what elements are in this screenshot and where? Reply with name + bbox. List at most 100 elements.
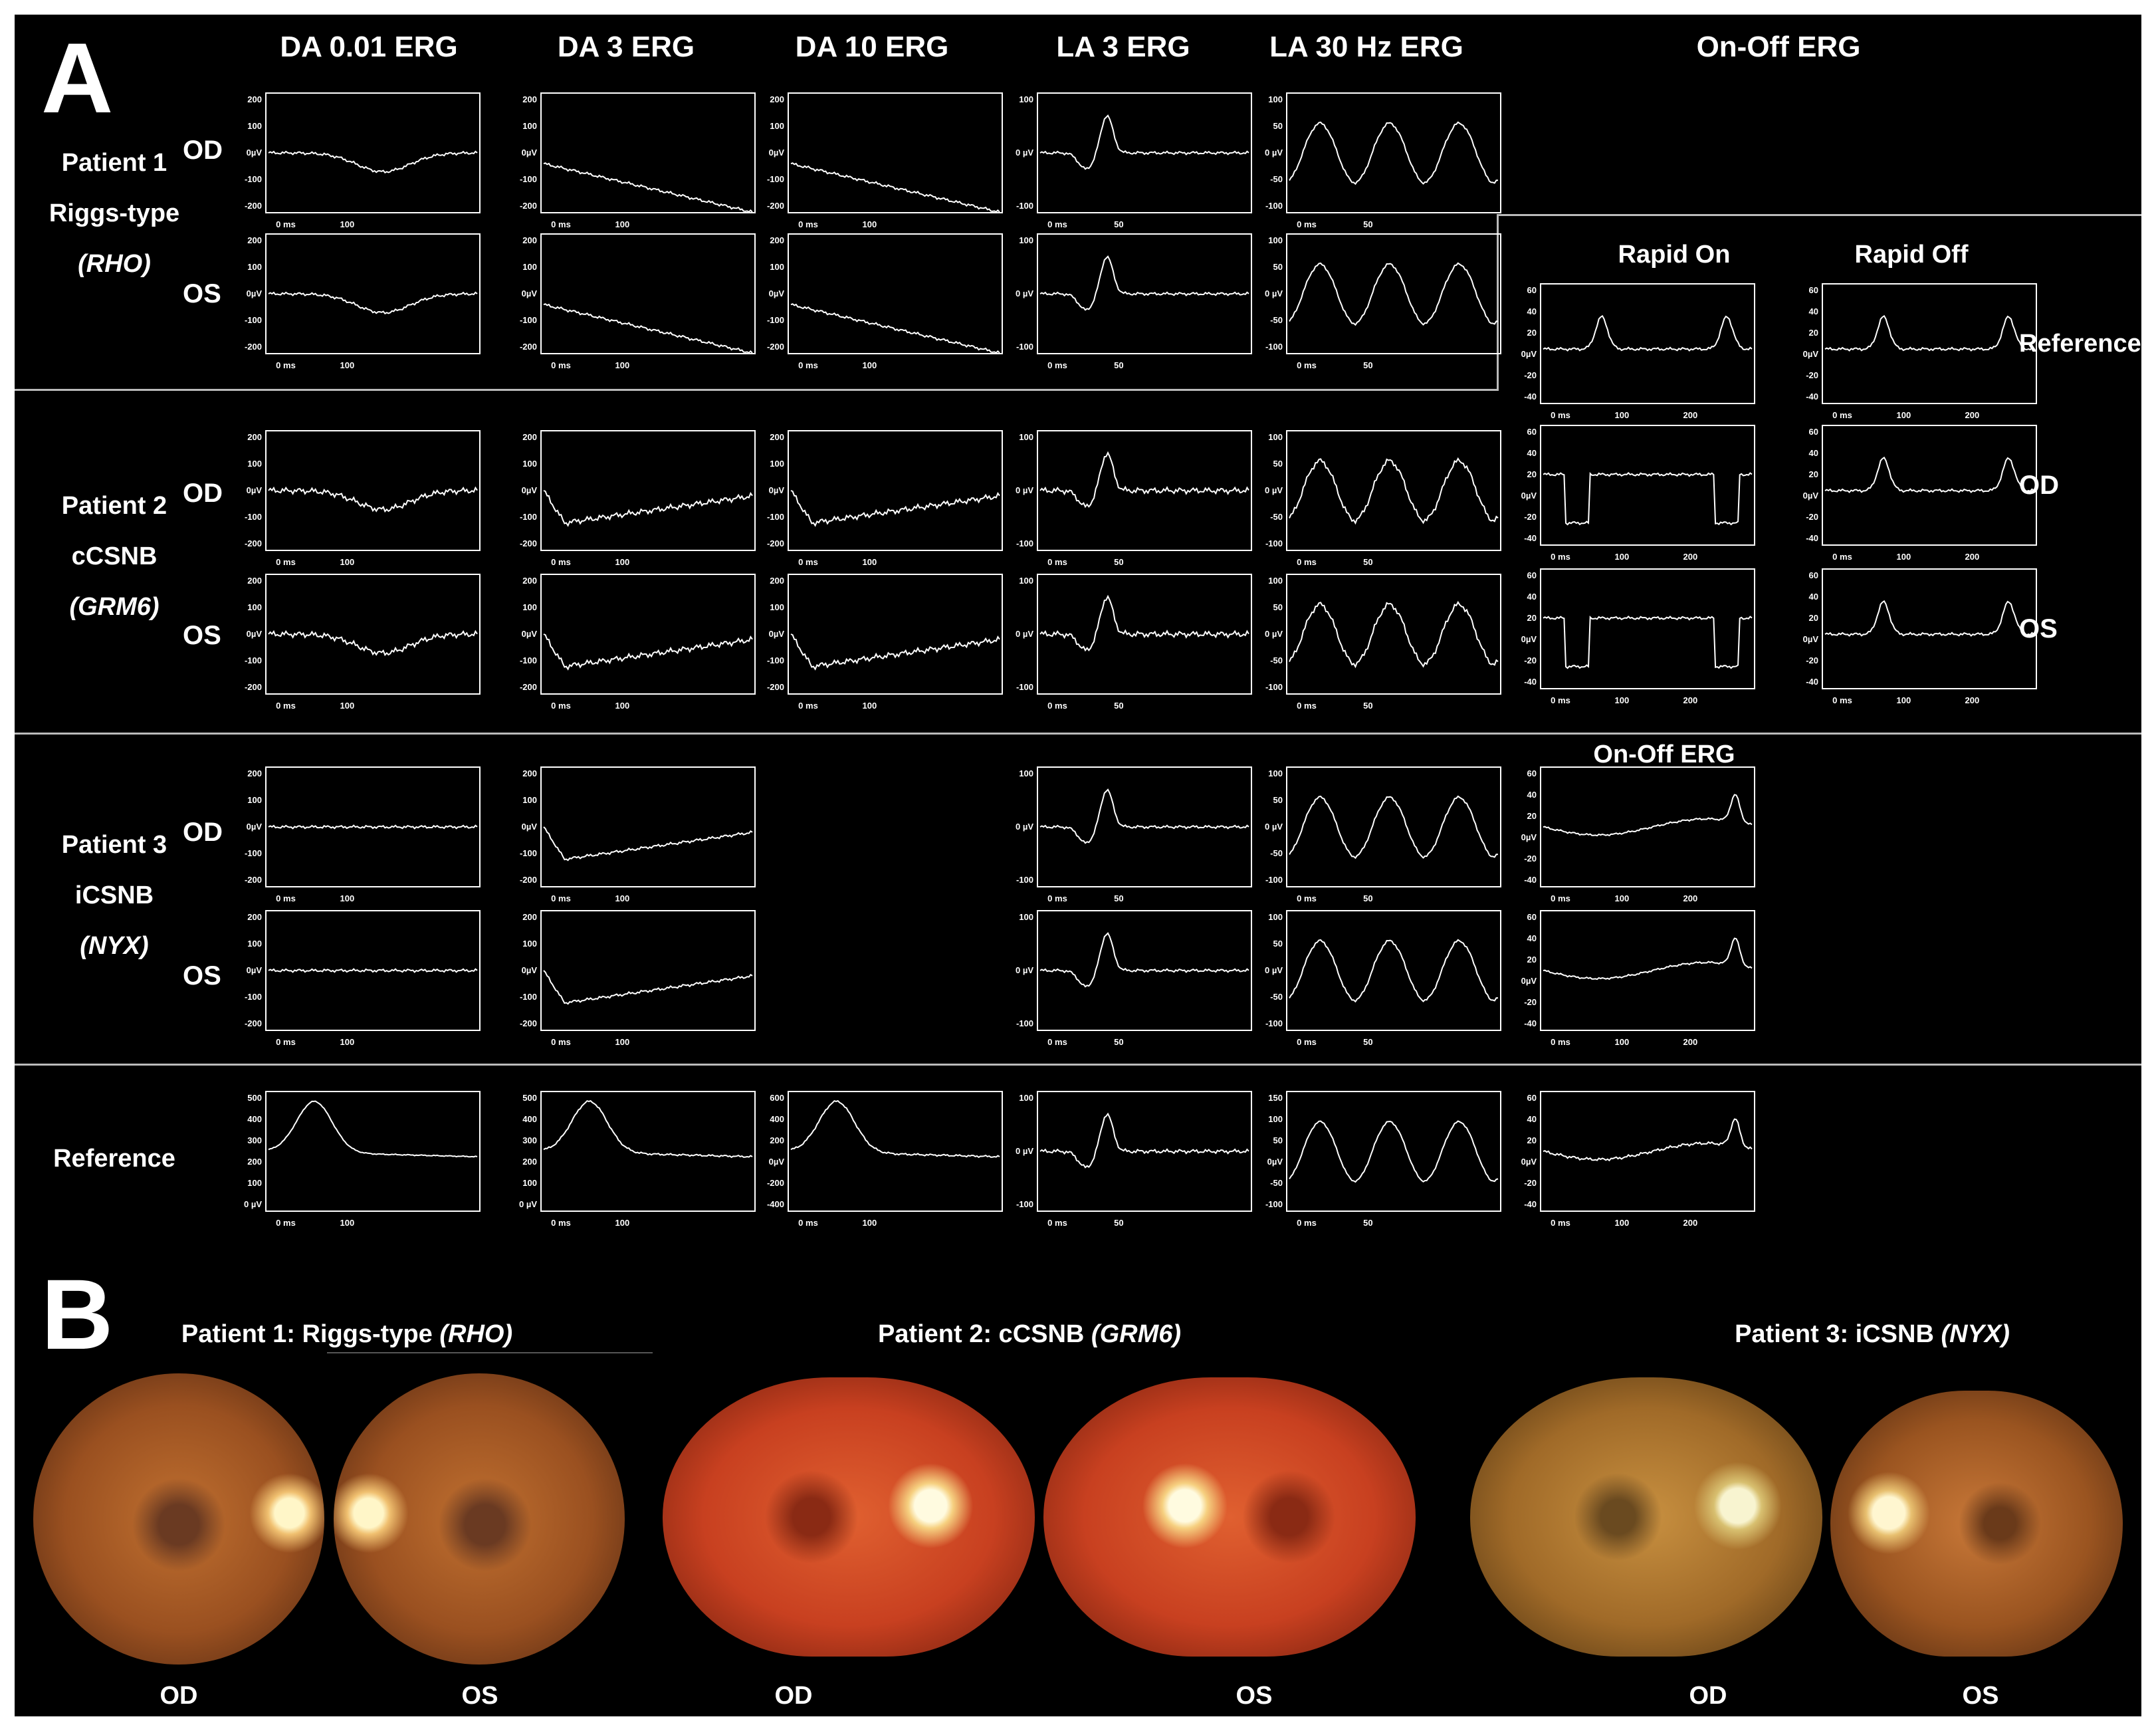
erg-r5-c1-frame bbox=[540, 910, 756, 1031]
fundus-eye-label-4: OS bbox=[1236, 1682, 1273, 1710]
onoff-p3-os-xtick-0: 0 ms bbox=[1551, 1037, 1570, 1047]
onoff-ref-ytick-0: 60 bbox=[1527, 1093, 1537, 1103]
erg-r1-c3-ytick-1: 0 µV bbox=[1016, 288, 1033, 298]
erg-r1-c0-ytick-2: 0µV bbox=[247, 288, 263, 298]
erg-r5-c4-ytick-1: 50 bbox=[1273, 939, 1283, 949]
erg-r5-c0-ytick-3: -100 bbox=[245, 992, 262, 1002]
erg-r0-c3-xtick-0: 0 ms bbox=[1047, 219, 1067, 229]
erg-r0-c3-trace bbox=[1039, 114, 1249, 170]
erg-r0-c2-frame bbox=[788, 92, 1003, 213]
onoff-p3-od-xtick-1: 100 bbox=[1615, 893, 1630, 903]
erg-r4-c1-ytick-2: 0µV bbox=[522, 822, 538, 832]
erg-r3-c0-ytick-4: -200 bbox=[245, 682, 262, 692]
onoff-off-0-frame bbox=[1822, 283, 2037, 404]
onoff-p3-od-xtick-0: 0 ms bbox=[1551, 893, 1570, 903]
onoff-off-1-ytick-1: 40 bbox=[1809, 448, 1818, 458]
erg-ref-c2-xtick-0: 0 ms bbox=[798, 1218, 818, 1228]
erg-r3-c3-ytick-0: 100 bbox=[1019, 576, 1033, 586]
erg-r0-c4-frame bbox=[1286, 92, 1501, 213]
erg-ref-c2-trace bbox=[790, 1099, 1000, 1159]
fundus-patient1-os bbox=[334, 1373, 625, 1665]
erg-r0-c1-ytick-3: -100 bbox=[520, 174, 537, 184]
erg-r4-c4-xtick-1: 50 bbox=[1363, 893, 1372, 903]
erg-r2-c4-ytick-1: 50 bbox=[1273, 459, 1283, 469]
onoff-on-2-xtick-0: 0 ms bbox=[1551, 695, 1570, 705]
erg-r5-c3-frame bbox=[1037, 910, 1252, 1031]
onoff-on-2-trace bbox=[1543, 615, 1753, 669]
onoff-off-0-trace bbox=[1824, 314, 2034, 352]
erg-r4-c4-frame bbox=[1286, 766, 1501, 887]
erg-r3-c1-frame bbox=[540, 574, 756, 695]
erg-r2-c0-ytick-1: 100 bbox=[247, 459, 262, 469]
erg-r3-c4-trace bbox=[1289, 600, 1499, 669]
erg-r4-c0-xtick-1: 100 bbox=[340, 893, 355, 903]
erg-r1-c0-ytick-4: -200 bbox=[245, 342, 262, 352]
erg-r3-c0-ytick-3: -100 bbox=[245, 655, 262, 665]
erg-r4-c0-ytick-4: -200 bbox=[245, 875, 262, 885]
erg-r0-c3-ytick-0: 100 bbox=[1019, 94, 1033, 104]
erg-r1-c2-frame bbox=[788, 233, 1003, 354]
erg-r3-c2-frame bbox=[788, 574, 1003, 695]
erg-r3-c0-ytick-0: 200 bbox=[247, 576, 262, 586]
fundus-eye-label-2: OS bbox=[461, 1682, 498, 1710]
onoff-on-1-ytick-0: 60 bbox=[1527, 427, 1537, 437]
onoff-off-1-xtick-1: 100 bbox=[1897, 552, 1911, 562]
onoff-off-1-ytick-5: -40 bbox=[1806, 533, 1818, 543]
erg-r5-c4-xtick-0: 0 ms bbox=[1297, 1037, 1317, 1047]
erg-ref-c4-ytick-0: 150 bbox=[1268, 1093, 1283, 1103]
erg-r0-c0-ytick-1: 100 bbox=[247, 121, 262, 131]
erg-r2-c1-ytick-0: 200 bbox=[522, 432, 537, 442]
erg-r0-c4-xtick-1: 50 bbox=[1363, 219, 1372, 229]
erg-r2-c4-xtick-1: 50 bbox=[1363, 557, 1372, 567]
erg-r4-c3-xtick-0: 0 ms bbox=[1047, 893, 1067, 903]
fundus-eye-label-6: OS bbox=[1962, 1682, 1999, 1710]
onoff-ref-ytick-5: -40 bbox=[1524, 1199, 1537, 1209]
onoff-on-0-frame bbox=[1540, 283, 1755, 404]
erg-r1-c2-ytick-4: -200 bbox=[767, 342, 784, 352]
onoff-ref-xtick-1: 100 bbox=[1615, 1218, 1630, 1228]
patient1-os-label: OS bbox=[183, 279, 221, 308]
fundus-title-patient3-text: Patient 3: iCSNB bbox=[1735, 1320, 1941, 1348]
onoff-on-2-xtick-2: 200 bbox=[1683, 695, 1698, 705]
fundus-title-patient2-gene: (GRM6) bbox=[1091, 1320, 1182, 1348]
erg-r5-c1-xtick-1: 100 bbox=[615, 1037, 630, 1047]
erg-r0-c2-ytick-1: 100 bbox=[770, 121, 784, 131]
erg-r5-c1-ytick-1: 100 bbox=[522, 939, 537, 949]
erg-r2-c4-ytick-0: 100 bbox=[1268, 432, 1283, 442]
onoff-on-1-ytick-2: 20 bbox=[1527, 469, 1537, 479]
onoff-on-2-xtick-1: 100 bbox=[1615, 695, 1630, 705]
erg-r1-c2-trace bbox=[790, 303, 1000, 354]
erg-r0-c0-xtick-0: 0 ms bbox=[276, 219, 296, 229]
erg-ref-c1-trace bbox=[543, 1099, 753, 1159]
erg-ref-c3-ytick-1: 0 µV bbox=[1016, 1146, 1033, 1156]
erg-r5-c0-frame bbox=[265, 910, 481, 1031]
erg-r0-c4-ytick-4: -100 bbox=[1265, 201, 1283, 211]
erg-r2-c3-trace bbox=[1039, 451, 1249, 509]
erg-r0-c4-ytick-3: -50 bbox=[1270, 174, 1283, 184]
erg-r4-c4-ytick-1: 50 bbox=[1273, 795, 1283, 805]
erg-r1-c1-xtick-0: 0 ms bbox=[551, 360, 571, 370]
erg-r3-c1-ytick-3: -100 bbox=[520, 655, 537, 665]
erg-r2-c1-ytick-2: 0µV bbox=[522, 485, 538, 495]
erg-r1-c0-ytick-3: -100 bbox=[245, 315, 262, 325]
erg-r0-c3-frame bbox=[1037, 92, 1252, 213]
fundus-title-patient3: Patient 3: iCSNB (NYX) bbox=[1735, 1320, 2010, 1349]
onoff-p3-os-ytick-2: 20 bbox=[1527, 955, 1537, 965]
erg-ref-c3-xtick-0: 0 ms bbox=[1047, 1218, 1067, 1228]
erg-r0-c0-ytick-3: -100 bbox=[245, 174, 262, 184]
erg-ref-c1-xtick-1: 100 bbox=[615, 1218, 630, 1228]
erg-r1-c3-ytick-2: -100 bbox=[1016, 342, 1033, 352]
erg-r5-c4-ytick-4: -100 bbox=[1265, 1018, 1283, 1028]
erg-r1-c4-ytick-3: -50 bbox=[1270, 315, 1283, 325]
erg-r0-c3-ytick-1: 0 µV bbox=[1016, 148, 1033, 158]
erg-ref-c2-frame bbox=[788, 1091, 1003, 1212]
erg-ref-c1-frame bbox=[540, 1091, 756, 1212]
erg-r2-c4-ytick-2: 0 µV bbox=[1265, 485, 1283, 495]
erg-r1-c3-ytick-0: 100 bbox=[1019, 235, 1033, 245]
erg-r0-c0-trace bbox=[268, 150, 478, 173]
erg-r5-c1-trace bbox=[543, 970, 753, 1005]
erg-r2-c1-ytick-3: -100 bbox=[520, 512, 537, 522]
panel-a-label: A bbox=[41, 22, 114, 134]
erg-ref-c2-ytick-1: 400 bbox=[770, 1114, 784, 1124]
erg-r1-c4-ytick-1: 50 bbox=[1273, 262, 1283, 272]
